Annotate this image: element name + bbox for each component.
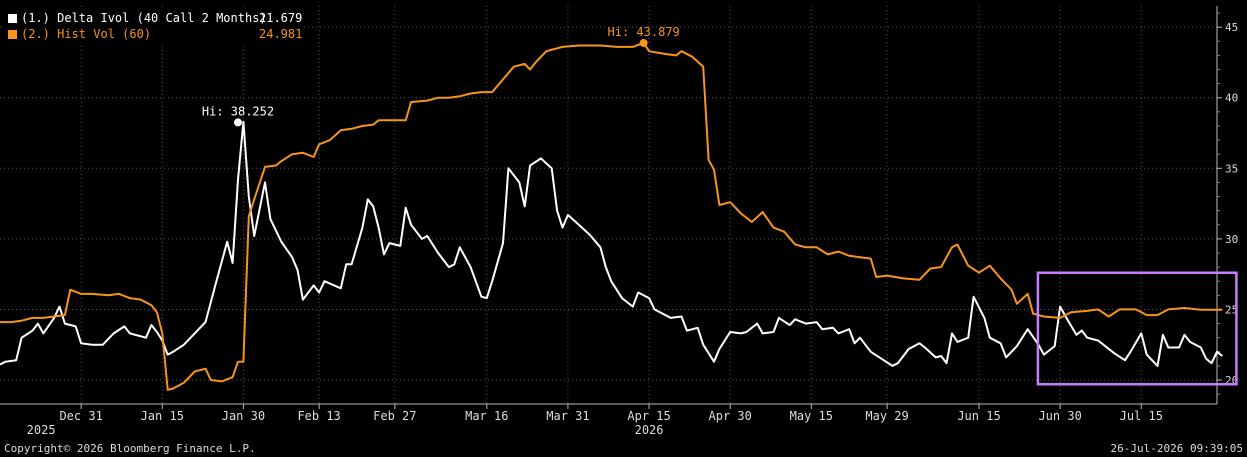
y-tick-label: 45 bbox=[1225, 21, 1238, 34]
high-point-label: Hi: 43.879 bbox=[608, 25, 680, 39]
x-axis: Dec 31 Jan 15 Jan 30 Feb 13 Feb 27 Mar 16 Mar … bbox=[0, 403, 1217, 437]
legend-item-delta-ivol: (1.) Delta Ivol (40 Call 2 Months) 21.67… bbox=[8, 10, 303, 26]
timestamp-text: 26-Jul-2026 09:39:05 bbox=[1110, 442, 1243, 455]
x-tick-label: Apr 15 bbox=[627, 409, 670, 423]
legend-swatch-hist-vol bbox=[8, 29, 17, 39]
x-year-label: 2025 bbox=[27, 423, 56, 437]
high-point-marker bbox=[233, 118, 242, 127]
x-tick-label: Mar 16 bbox=[465, 409, 508, 423]
high-point-marker bbox=[639, 38, 648, 47]
legend-label: (2.) Hist Vol (60) bbox=[21, 27, 152, 41]
grid-lines bbox=[0, 6, 1217, 404]
legend: (1.) Delta Ivol (40 Call 2 Months) 21.67… bbox=[4, 8, 303, 44]
y-tick-label: 40 bbox=[1225, 92, 1238, 105]
x-tick-label: Jan 15 bbox=[141, 409, 184, 423]
series-line-delta-ivol bbox=[0, 120, 1224, 367]
series-layer bbox=[0, 42, 1224, 391]
y-tick-label: 25 bbox=[1225, 303, 1238, 316]
legend-value: 21.679 bbox=[259, 11, 303, 25]
y-tick-label: 35 bbox=[1225, 162, 1238, 175]
x-tick-label: Apr 30 bbox=[709, 409, 752, 423]
x-tick-label: Dec 31 bbox=[59, 409, 102, 423]
x-tick-label: Jul 15 bbox=[1120, 409, 1163, 423]
legend-item-hist-vol: (2.) Hist Vol (60) 24.981 bbox=[8, 26, 303, 42]
x-tick-label: May 15 bbox=[790, 409, 833, 423]
annotation-layer: Hi: 38.252 Hi: 43.879 bbox=[202, 25, 1238, 386]
x-year-label: 2026 bbox=[635, 423, 664, 437]
legend-label: (1.) Delta Ivol (40 Call 2 Months) bbox=[21, 11, 267, 25]
x-tick-label: Jan 30 bbox=[222, 409, 265, 423]
series-line-hist-vol bbox=[0, 42, 1223, 391]
x-tick-label: Jun 15 bbox=[957, 409, 1000, 423]
legend-value: 24.981 bbox=[259, 27, 303, 41]
x-tick-label: Jun 30 bbox=[1038, 409, 1081, 423]
x-tick-label: May 29 bbox=[865, 409, 908, 423]
x-tick-label: Feb 27 bbox=[373, 409, 416, 423]
legend-swatch-delta-ivol bbox=[8, 13, 17, 23]
high-point-label: Hi: 38.252 bbox=[202, 104, 274, 118]
x-tick-label: Feb 13 bbox=[297, 409, 340, 423]
y-tick-label: 30 bbox=[1225, 233, 1238, 246]
x-tick-label: Mar 31 bbox=[546, 409, 589, 423]
copyright-text: Copyright© 2026 Bloomberg Finance L.P. bbox=[4, 442, 256, 455]
highlight-box bbox=[1036, 271, 1238, 386]
